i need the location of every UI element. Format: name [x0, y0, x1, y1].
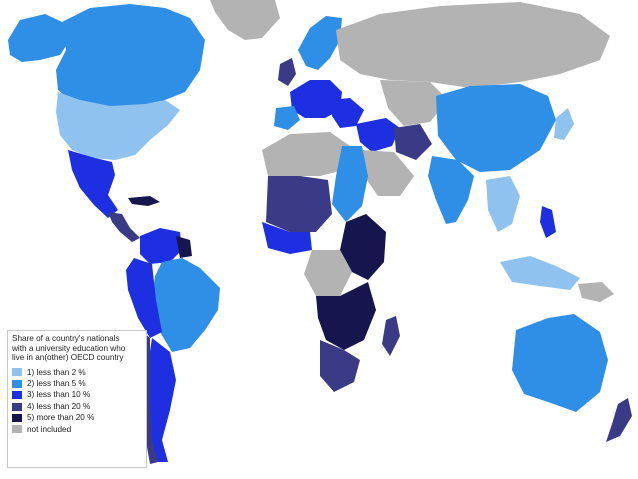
region-peru-bolivia	[126, 258, 162, 338]
legend-label: 2) less than 5 %	[27, 379, 86, 389]
region-central-asia	[380, 80, 448, 126]
region-china	[436, 84, 556, 172]
region-japan	[554, 108, 574, 140]
region-caribbean	[128, 196, 160, 206]
region-uk	[278, 58, 296, 86]
legend-swatch	[12, 414, 22, 423]
region-iberia	[274, 106, 300, 130]
region-colombia-venezuela	[140, 228, 182, 264]
region-philippines	[540, 206, 556, 238]
legend-label: not included	[27, 424, 72, 434]
region-south-africa	[320, 340, 360, 392]
region-turkey-middle-east	[356, 118, 400, 152]
legend-items: 1) less than 2 % 2) less than 5 % 3) less …	[12, 367, 142, 435]
region-iran	[394, 124, 432, 160]
region-sahel	[266, 176, 332, 232]
legend-swatch	[12, 425, 22, 434]
legend-swatch	[12, 368, 22, 377]
region-brazil	[152, 258, 220, 352]
region-new-zealand	[606, 398, 632, 442]
legend-swatch	[12, 379, 22, 388]
legend-label: 3) less than 10 %	[27, 390, 91, 400]
legend-item: 2) less than 5 %	[12, 378, 142, 389]
region-russia	[336, 2, 610, 88]
legend-swatch	[12, 402, 22, 411]
region-mexico	[68, 150, 118, 218]
region-canada	[56, 4, 205, 110]
region-east-africa	[340, 214, 386, 280]
region-southeast-asia	[486, 176, 520, 232]
legend-title: Share of a country's nationals with a un…	[12, 334, 126, 363]
legend-item: 5) more than 20 %	[12, 412, 142, 423]
legend-label: 1) less than 2 %	[27, 367, 86, 377]
region-indonesia	[500, 256, 580, 290]
legend-item: not included	[12, 424, 142, 435]
region-arabia	[362, 150, 414, 196]
legend-item: 1) less than 2 %	[12, 367, 142, 378]
region-australia	[512, 314, 608, 412]
region-central-america	[108, 212, 140, 242]
region-egypt-sudan	[332, 146, 368, 222]
region-west-africa	[262, 222, 312, 254]
map-legend: Share of a country's nationals with a un…	[7, 330, 147, 468]
region-western-europe	[290, 80, 342, 118]
region-usa	[56, 92, 180, 160]
region-greenland	[210, 0, 280, 40]
legend-label: 4) less than 20 %	[27, 401, 91, 411]
legend-swatch	[12, 391, 22, 400]
region-north-africa	[262, 132, 350, 176]
region-southern-africa	[316, 282, 376, 350]
region-new-guinea	[578, 282, 614, 302]
legend-item: 4) less than 20 %	[12, 401, 142, 412]
region-guianas	[176, 236, 192, 258]
region-india	[428, 156, 474, 224]
region-scandinavia	[298, 16, 342, 70]
region-central-africa	[304, 250, 352, 296]
region-argentina	[148, 338, 176, 462]
legend-item: 3) less than 10 %	[12, 390, 142, 401]
region-alaska	[8, 14, 70, 62]
legend-label: 5) more than 20 %	[27, 413, 95, 423]
region-madagascar	[382, 316, 400, 356]
region-balkans	[330, 98, 364, 128]
